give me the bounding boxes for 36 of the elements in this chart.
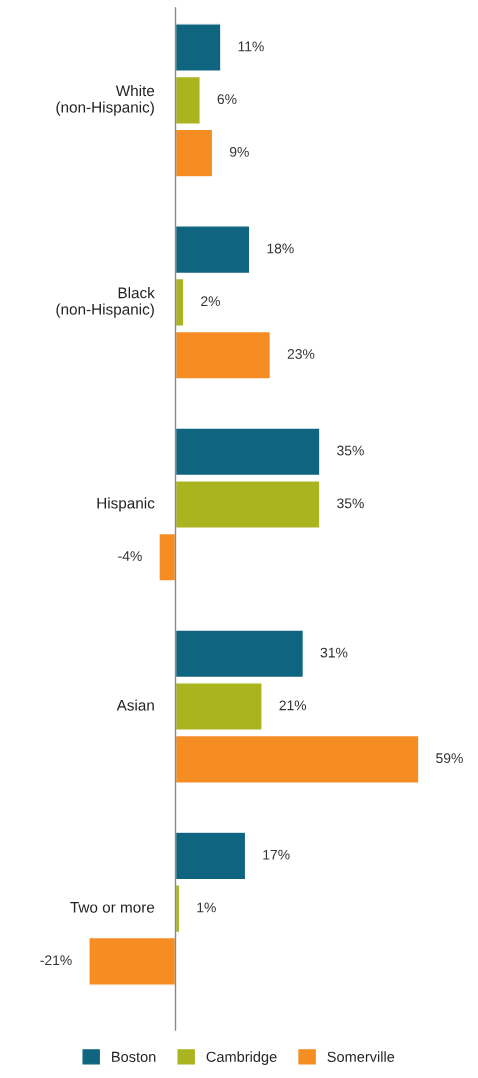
data-label: 59% [436,753,463,764]
data-label: 1% [197,902,216,913]
data-label: 9% [229,146,249,157]
data-label: 11% [238,41,264,52]
legend-label: Somerville [327,1051,395,1062]
bar [158,532,177,582]
data-label: 31% [320,647,348,658]
bar [88,936,177,986]
bar [174,427,321,477]
bar [174,480,321,529]
data-label: -21% [40,955,72,966]
data-label: -4% [118,551,142,561]
data-label: 17% [263,849,290,860]
bar [174,831,247,881]
data-label: 23% [287,349,315,359]
bar [174,682,263,732]
y-tick-label: White (non-Hispanic) [56,84,155,116]
data-label: 35% [337,445,364,456]
y-tick-label: Hispanic [97,497,155,512]
bar [174,225,251,275]
bar [174,23,222,73]
bar [174,629,305,679]
bar [174,330,272,380]
bar [174,128,214,178]
data-label: 18% [267,243,294,254]
bar [174,734,420,784]
data-label: 2% [201,296,220,307]
y-tick-label: Two or more [70,902,155,913]
legend-label: Boston [112,1051,156,1062]
y-tick-label: Asian [116,699,154,711]
y-tick-label: Black (non-Hispanic) [56,287,155,318]
bar [174,75,201,125]
data-label: 21% [279,700,307,711]
data-label: 35% [337,498,364,509]
data-label: 6% [217,94,237,105]
legend-label: Cambridge [206,1051,277,1065]
